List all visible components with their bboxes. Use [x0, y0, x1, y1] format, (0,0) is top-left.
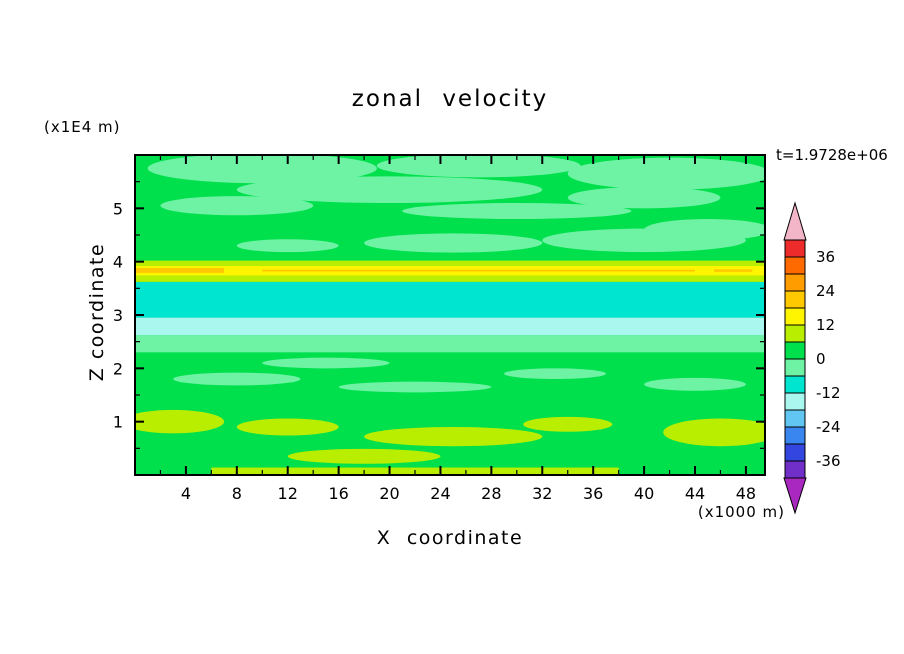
x-tick-label: 16 — [328, 484, 348, 503]
colorbar-up-arrow — [783, 201, 807, 241]
x-tick-label: 4 — [181, 484, 191, 503]
contour-band — [135, 281, 765, 318]
x-tick-label: 40 — [634, 484, 654, 503]
contour-blob — [236, 239, 339, 253]
contour-blob — [523, 416, 613, 432]
colorbar-segment — [784, 392, 806, 411]
y-tick-label: 1 — [113, 413, 123, 432]
colorbar-tick-label: 24 — [816, 282, 835, 300]
contour-blob — [376, 155, 581, 178]
x-axis-unit-label: (x1000 m) — [697, 503, 785, 521]
y-axis-unit-label: (x1E4 m) — [44, 118, 121, 136]
contour-blob — [567, 187, 721, 209]
contour-band — [262, 269, 695, 272]
colorbar-segment — [784, 239, 806, 258]
contour-blob — [236, 418, 339, 436]
x-tick-label: 28 — [481, 484, 501, 503]
contour-blob — [542, 228, 746, 253]
contour-blob — [135, 409, 225, 434]
contour-blob — [287, 448, 441, 464]
colorbar-segment — [784, 409, 806, 428]
contour-band — [714, 269, 753, 272]
contour-blob — [262, 357, 390, 369]
x-tick-label: 8 — [232, 484, 242, 503]
x-axis-title: X coordinate — [376, 527, 524, 549]
x-tick-label: 48 — [736, 484, 756, 503]
colorbar-segment — [784, 358, 806, 377]
contour-blob — [236, 176, 543, 203]
contour-band — [135, 275, 765, 282]
colorbar-segment — [784, 375, 806, 394]
colorbar-tick-label: 36 — [816, 248, 835, 266]
colorbar-segment — [784, 273, 806, 292]
chart-title: zonal velocity — [351, 86, 549, 112]
y-tick-label: 4 — [113, 253, 123, 272]
contour-blob — [173, 372, 301, 386]
contour-field — [135, 155, 765, 475]
x-tick-label: 20 — [379, 484, 399, 503]
contour-blob — [663, 418, 765, 447]
colorbar: 36 24 12 0 -12 -24 -36 — [783, 201, 841, 515]
contour-blob — [504, 368, 606, 379]
x-tick-label: 36 — [583, 484, 603, 503]
colorbar-tick-label: -36 — [816, 452, 841, 470]
colorbar-down-arrow — [783, 477, 807, 515]
contour-blob — [402, 203, 632, 219]
x-tick-label: 12 — [278, 484, 298, 503]
colorbar-tick-label: -12 — [816, 384, 841, 402]
y-tick-label: 2 — [113, 359, 123, 378]
colorbar-tick-label: 0 — [816, 350, 826, 368]
contour-band — [135, 317, 765, 336]
colorbar-segment — [784, 341, 806, 360]
contour-band — [135, 268, 225, 273]
colorbar-segment — [784, 460, 806, 479]
contour-blob — [364, 427, 543, 447]
colorbar-segment — [784, 324, 806, 343]
x-tick-label: 32 — [532, 484, 552, 503]
colorbar-segment — [784, 443, 806, 462]
contour-blob — [364, 233, 543, 253]
colorbar-tick-label: 12 — [816, 316, 835, 334]
contour-blob — [147, 155, 377, 184]
y-tick-label: 5 — [113, 199, 123, 218]
x-tick-label: 44 — [685, 484, 705, 503]
contour-blob — [338, 381, 492, 393]
colorbar-segment — [784, 307, 806, 326]
colorbar-tick-label: -24 — [816, 418, 841, 436]
colorbar-segment — [784, 426, 806, 445]
x-tick-label: 24 — [430, 484, 450, 503]
colorbar-segment — [784, 290, 806, 309]
y-tick-label: 3 — [113, 306, 123, 325]
contour-blob — [644, 377, 746, 391]
contour-blob — [160, 196, 314, 216]
colorbar-segment — [784, 256, 806, 275]
contour-blob — [567, 157, 765, 190]
timestamp-label: t=1.9728e+06 — [776, 146, 888, 164]
contour-band — [135, 335, 765, 353]
contour-band — [135, 260, 765, 266]
